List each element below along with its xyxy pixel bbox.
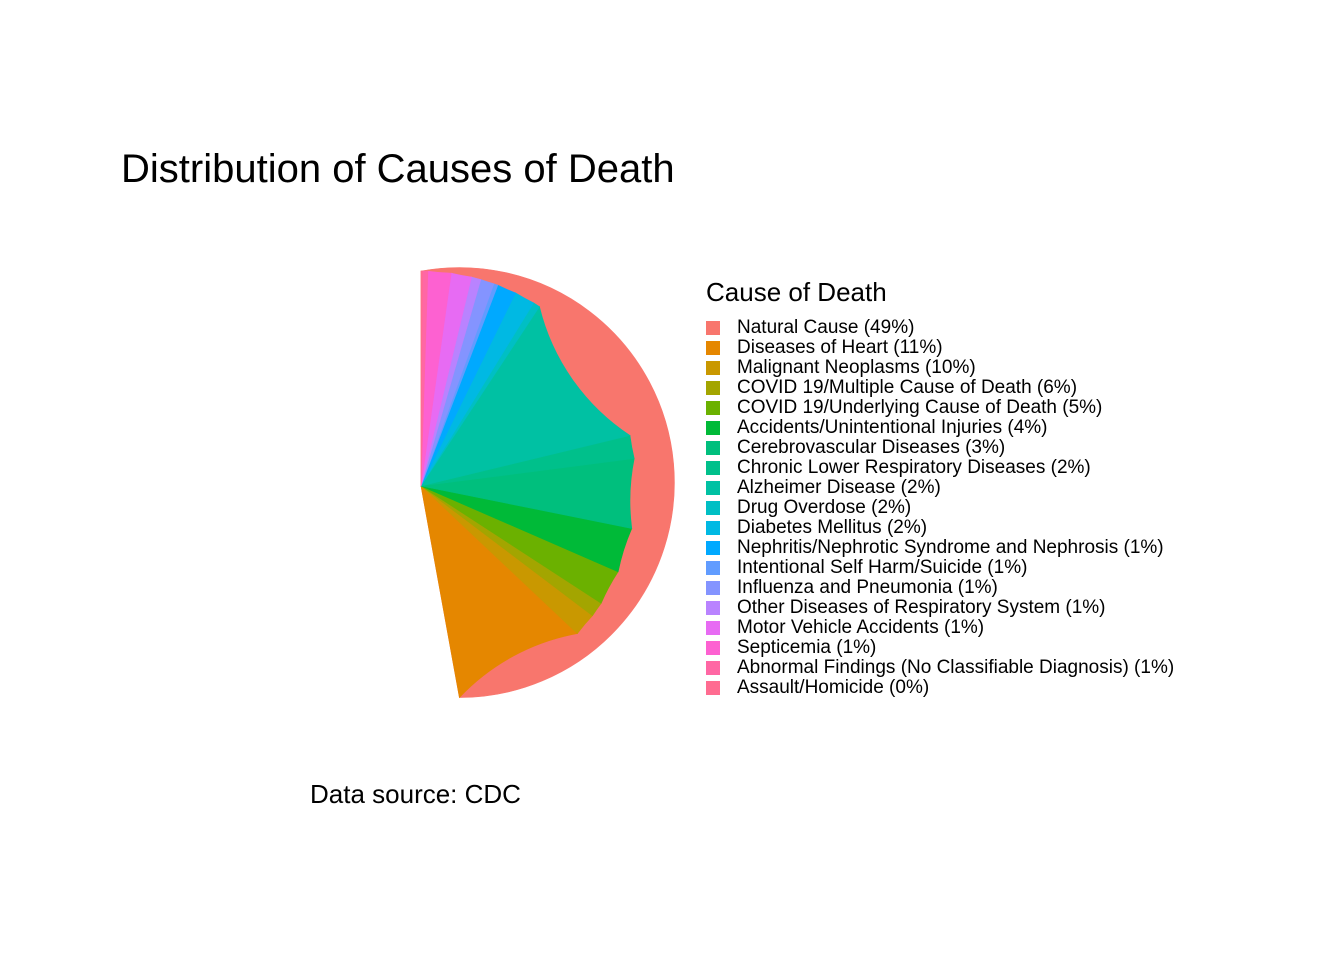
legend-item: Intentional Self Harm/Suicide (1%) <box>706 558 1174 578</box>
legend-item: Natural Cause (49%) <box>706 318 1174 338</box>
legend-label: Cerebrovascular Diseases (3%) <box>737 437 1006 458</box>
legend-item: Nephritis/Nephrotic Syndrome and Nephros… <box>706 538 1174 558</box>
legend-label: Assault/Homicide (0%) <box>737 677 930 698</box>
legend-label: Motor Vehicle Accidents (1%) <box>737 617 985 638</box>
legend-label: Natural Cause (49%) <box>737 317 915 338</box>
legend-item: Drug Overdose (2%) <box>706 498 1174 518</box>
legend-key-swatch <box>706 581 720 595</box>
legend-key-swatch <box>706 661 720 675</box>
legend-item: Assault/Homicide (0%) <box>706 678 1174 698</box>
legend-label: Malignant Neoplasms (10%) <box>737 357 976 378</box>
pie-slice <box>420 270 423 487</box>
legend-item: COVID 19/Underlying Cause of Death (5%) <box>706 398 1174 418</box>
legend-key-swatch <box>706 441 720 455</box>
legend-label: Alzheimer Disease (2%) <box>737 477 941 498</box>
legend-label: Chronic Lower Respiratory Diseases (2%) <box>737 457 1091 478</box>
legend-key-swatch <box>706 501 720 515</box>
legend-item: Alzheimer Disease (2%) <box>706 478 1174 498</box>
pie-slice <box>420 305 631 487</box>
legend: Cause of Death Natural Cause (49%) Diseas… <box>706 276 1174 698</box>
legend-key-swatch <box>706 541 720 555</box>
legend-item: Cerebrovascular Diseases (3%) <box>706 438 1174 458</box>
legend-item: Malignant Neoplasms (10%) <box>706 358 1174 378</box>
legend-label: Other Diseases of Respiratory System (1%… <box>737 597 1106 618</box>
legend-key-swatch <box>706 641 720 655</box>
legend-key-swatch <box>706 621 720 635</box>
legend-key-swatch <box>706 321 720 335</box>
legend-key-swatch <box>706 601 720 615</box>
legend-item: Septicemia (1%) <box>706 638 1174 658</box>
legend-key-swatch <box>706 521 720 535</box>
legend-label: Accidents/Unintentional Injuries (4%) <box>737 417 1048 438</box>
legend-item: Abnormal Findings (No Classifiable Diagn… <box>706 658 1174 678</box>
legend-key-swatch <box>706 381 720 395</box>
legend-label: Diseases of Heart (11%) <box>737 337 943 358</box>
legend-key-swatch <box>706 481 720 495</box>
legend-item: Diabetes Mellitus (2%) <box>706 518 1174 538</box>
legend-label: Influenza and Pneumonia (1%) <box>737 577 998 598</box>
legend-item: COVID 19/Multiple Cause of Death (6%) <box>706 378 1174 398</box>
legend-item: Motor Vehicle Accidents (1%) <box>706 618 1174 638</box>
legend-label: Nephritis/Nephrotic Syndrome and Nephros… <box>737 537 1164 558</box>
legend-label: Septicemia (1%) <box>737 637 877 658</box>
legend-key-swatch <box>706 361 720 375</box>
legend-title: Cause of Death <box>706 277 887 307</box>
legend-item: Other Diseases of Respiratory System (1%… <box>706 598 1174 618</box>
legend-label: COVID 19/Multiple Cause of Death (6%) <box>737 377 1078 398</box>
legend-key-swatch <box>706 341 720 355</box>
legend-label: Drug Overdose (2%) <box>737 497 912 518</box>
legend-key-swatch <box>706 681 720 695</box>
legend-label: COVID 19/Underlying Cause of Death (5%) <box>737 397 1103 418</box>
pie-slice <box>420 485 578 699</box>
legend-items: Natural Cause (49%) Diseases of Heart (11… <box>706 318 1174 698</box>
legend-key-swatch <box>706 421 720 435</box>
legend-label: Intentional Self Harm/Suicide (1%) <box>737 557 1028 578</box>
legend-item: Influenza and Pneumonia (1%) <box>706 578 1174 598</box>
legend-label: Abnormal Findings (No Classifiable Diagn… <box>737 657 1175 678</box>
chart-title: Distribution of Causes of Death <box>121 147 675 191</box>
legend-item: Chronic Lower Respiratory Diseases (2%) <box>706 458 1174 478</box>
legend-item: Accidents/Unintentional Injuries (4%) <box>706 418 1174 438</box>
legend-item: Diseases of Heart (11%) <box>706 338 1174 358</box>
legend-label: Diabetes Mellitus (2%) <box>737 517 928 538</box>
chart-caption: Data source: CDC <box>310 779 521 809</box>
legend-key-swatch <box>706 401 720 415</box>
legend-key-swatch <box>706 561 720 575</box>
legend-key-swatch <box>706 461 720 475</box>
